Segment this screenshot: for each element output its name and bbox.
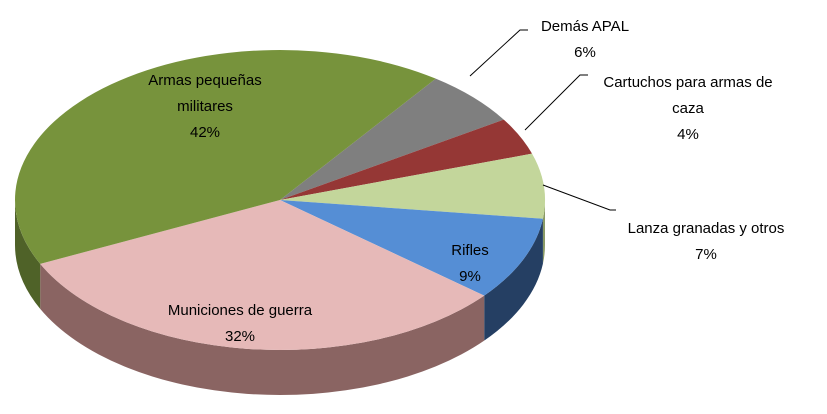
slice-label: Demás APAL 6% [525, 14, 645, 66]
category-label: Municiones de guerra [167, 302, 313, 319]
slice-label: Lanza granadas y otros 7% [606, 216, 806, 268]
slice [280, 78, 504, 200]
slice [280, 200, 543, 296]
slice-label: Armas pequeñas militares 42% [130, 68, 280, 146]
value-label: 7% [695, 246, 717, 263]
value-label: 32% [224, 328, 256, 345]
slice-label: Cartuchos para armas de caza 4% [598, 70, 778, 148]
category-label: Lanza granadas y otros [627, 220, 785, 237]
value-label: 4% [677, 126, 699, 143]
slice-side [15, 200, 41, 309]
leader-line [524, 74, 588, 131]
value-label: 6% [574, 44, 596, 61]
category-label: Cartuchos para armas de caza [603, 74, 773, 117]
slice [280, 153, 545, 219]
value-label: 9% [459, 268, 481, 285]
slice-side [484, 218, 543, 341]
slice [280, 119, 533, 200]
slice-label: Municiones de guerra 32% [130, 298, 350, 350]
slice-side [542, 200, 545, 264]
slice [14, 49, 436, 264]
category-label: Rifles [451, 242, 489, 259]
slice [40, 200, 485, 350]
slice-label: Rifles 9% [420, 238, 520, 290]
slice-side [40, 263, 485, 395]
leader-line [469, 29, 528, 77]
category-label: Demás APAL [540, 18, 630, 35]
category-label: Armas pequeñas militares [148, 72, 262, 115]
leader-line [542, 184, 616, 211]
value-label: 42% [189, 124, 221, 141]
